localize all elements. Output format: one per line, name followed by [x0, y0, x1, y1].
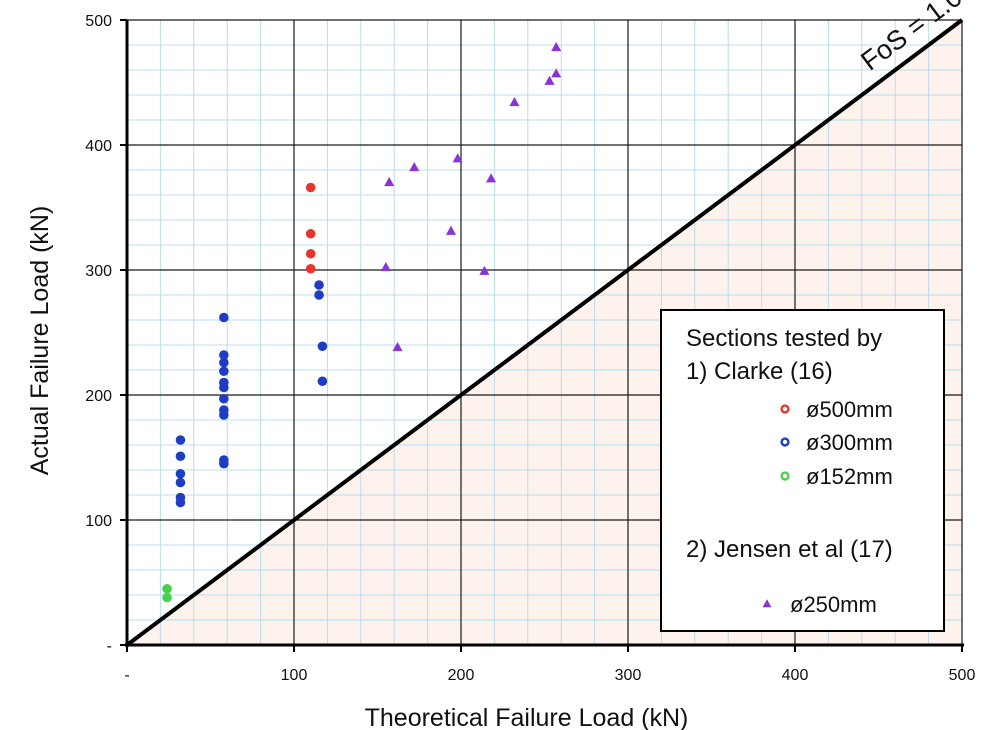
data-points: [162, 42, 562, 603]
data-point-250mm: [392, 342, 403, 352]
data-point-300mm: [175, 468, 186, 479]
data-point-152mm: [162, 592, 172, 603]
data-point-300mm: [317, 376, 328, 387]
legend-label: ø250mm: [790, 592, 877, 617]
y-tick-label: 400: [85, 138, 112, 155]
data-point-300mm: [219, 458, 229, 469]
legend-marker: [780, 437, 790, 447]
legend-label: ø300mm: [806, 430, 893, 455]
x-tick-label: 500: [949, 667, 976, 684]
legend-marker: [762, 599, 772, 608]
axes: [120, 19, 964, 652]
data-point-300mm: [219, 366, 229, 377]
data-point-300mm: [314, 280, 324, 290]
data-point-300mm: [219, 410, 229, 420]
reference-line: [125, 18, 964, 647]
data-point-500mm: [305, 228, 316, 239]
data-point-250mm: [445, 225, 457, 235]
data-point-250mm: [380, 262, 391, 272]
y-tick-label: 100: [85, 513, 112, 530]
legend-label: ø500mm: [806, 397, 893, 422]
data-point-300mm: [219, 350, 229, 360]
legend-marker: [780, 404, 790, 414]
y-tick-label: 200: [85, 388, 112, 405]
legend-marker: [780, 471, 790, 481]
data-point-300mm: [175, 435, 186, 445]
x-tick-label: 400: [782, 667, 809, 684]
data-point-250mm: [551, 68, 562, 78]
data-point-500mm: [305, 182, 316, 193]
legend-items: ø500mm ø300mm ø152mm ø250mm: [762, 397, 893, 617]
legend-label: ø152mm: [806, 464, 893, 489]
data-point-250mm: [409, 162, 420, 172]
data-point-250mm: [551, 42, 562, 52]
y-tick-label: 500: [85, 13, 112, 30]
x-tick-labels: - 100 200 300 400 500: [124, 667, 975, 684]
legend-group-1: 1) Clarke (16): [686, 358, 833, 385]
data-point-250mm: [479, 265, 490, 275]
data-point-300mm: [219, 382, 229, 393]
data-point-300mm: [314, 290, 324, 300]
data-point-300mm: [317, 341, 328, 352]
data-point-300mm: [175, 477, 186, 488]
x-tick-label: -: [124, 667, 129, 684]
data-point-500mm: [305, 248, 316, 259]
y-tick-labels: - 100 200 300 400 500: [85, 13, 112, 655]
y-tick-label: 300: [85, 263, 112, 280]
x-tick-label: 100: [281, 667, 308, 684]
data-point-250mm: [486, 173, 497, 183]
data-point-300mm: [219, 357, 229, 368]
x-axis-title: Theoretical Failure Load (kN): [365, 704, 689, 730]
legend: Sections tested by 1) Clarke (16) 2) Jen…: [660, 309, 945, 632]
legend-box: [660, 309, 945, 632]
data-point-250mm: [384, 177, 395, 187]
y-axis-title: Actual Failure Load (kN): [26, 206, 54, 476]
legend-heading: Sections tested by: [686, 325, 882, 352]
x-tick-label: 300: [615, 667, 642, 684]
data-point-250mm: [452, 153, 463, 163]
data-point-250mm: [544, 75, 555, 85]
data-point-300mm: [219, 393, 229, 404]
data-point-250mm: [509, 97, 520, 107]
data-point-300mm: [219, 312, 229, 323]
data-point-300mm: [175, 497, 186, 508]
legend-group-2: 2) Jensen et al (17): [686, 536, 893, 563]
data-point-300mm: [175, 451, 186, 462]
x-tick-label: 200: [448, 667, 475, 684]
data-point-152mm: [162, 583, 172, 594]
data-point-500mm: [305, 263, 316, 274]
y-tick-label: -: [107, 638, 112, 655]
